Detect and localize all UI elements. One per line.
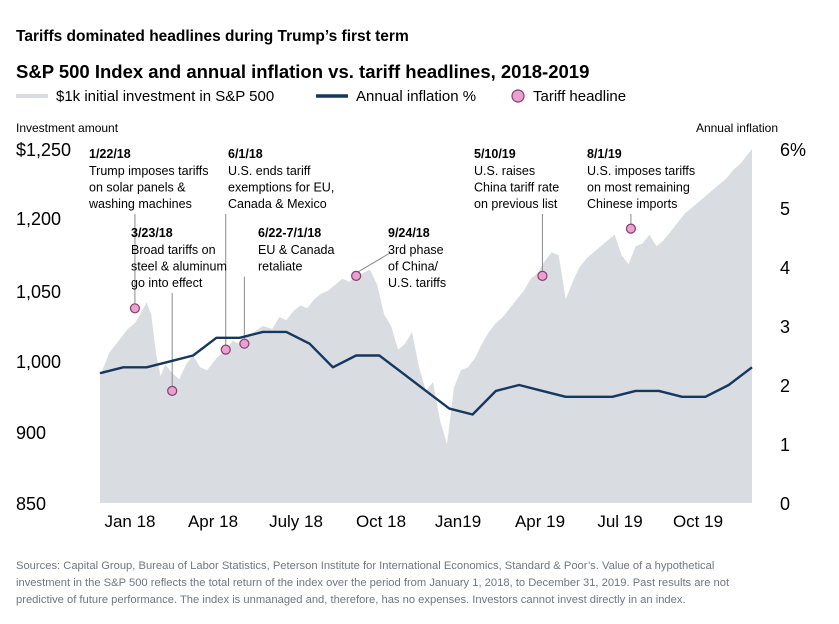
headline-text: 3rd phase — [388, 243, 444, 257]
tariff-headline-marker — [625, 223, 637, 234]
sp500-area — [100, 149, 752, 503]
tariff-headline-marker — [167, 385, 178, 396]
headline-text: steel & aluminum — [131, 260, 227, 274]
headline-date: 5/10/19 — [474, 147, 516, 161]
headline-text: retaliate — [258, 260, 303, 274]
headline-text: U.S. ends tariff — [228, 164, 311, 178]
headline-text: U.S. imposes tariffs — [587, 164, 695, 178]
headline-text: U.S. raises — [474, 164, 535, 178]
right-tick-label: 5 — [780, 199, 790, 219]
x-tick-label: Jan19 — [435, 512, 481, 531]
headline-text: go into effect — [131, 276, 203, 290]
headline-markers — [129, 223, 637, 396]
headline-text: on most remaining — [587, 181, 690, 195]
headline-text: U.S. tariffs — [388, 276, 446, 290]
right-tick-label: 1 — [780, 435, 790, 455]
headline-text: Trump imposes tariffs — [89, 164, 208, 178]
right-tick-label: 6% — [780, 140, 806, 160]
headline-callout-lines — [134, 214, 632, 386]
kicker-title: Tariffs dominated headlines during Trump… — [16, 28, 409, 45]
left-tick-label: 1,000 — [16, 352, 61, 372]
legend-swatch-tariff — [511, 89, 525, 103]
headline-annotations: 1/22/18 Trump imposes tariffs on solar pan… — [88, 147, 695, 290]
right-tick-label: 4 — [780, 258, 790, 278]
x-axis-ticks: Jan 18 Apr 18 July 18 Oct 18 Jan19 Apr 19 Jul … — [104, 512, 723, 531]
tariff-headline-marker — [537, 270, 548, 281]
right-tick-label: 3 — [780, 317, 790, 337]
footnote-line-1: Sources: Capital Group, Bureau of Labor … — [16, 560, 714, 572]
right-axis-label: Annual inflation — [696, 121, 778, 135]
headline-text: exemptions for EU, — [228, 181, 334, 195]
tariff-headline-marker — [129, 303, 141, 314]
right-axis-ticks: 6% 5 4 3 2 1 0 — [780, 140, 806, 514]
headline-date: 6/22-7/1/18 — [258, 226, 321, 240]
headline-date: 9/24/18 — [388, 226, 430, 240]
right-tick-label: 2 — [780, 376, 790, 396]
x-tick-label: Jan 18 — [104, 512, 155, 531]
legend: $1k initial investment in S&P 500 Annual… — [16, 88, 626, 105]
legend-label-sp500: $1k initial investment in S&P 500 — [56, 88, 274, 105]
left-tick-label: 1,050 — [16, 282, 61, 302]
footnote: Sources: Capital Group, Bureau of Labor … — [16, 560, 730, 606]
tariff-headline-marker — [351, 270, 362, 281]
tariff-headline-marker — [239, 338, 250, 349]
legend-label-tariff: Tariff headline — [533, 88, 626, 105]
headline-text: China tariff rate — [474, 181, 559, 195]
left-tick-label: 900 — [16, 423, 46, 443]
headline-text: Broad tariffs on — [131, 243, 216, 257]
right-tick-label: 0 — [780, 494, 790, 514]
headline-callout-line — [357, 252, 391, 273]
x-tick-label: Apr 18 — [188, 512, 238, 531]
legend-label-inflation: Annual inflation % — [356, 88, 476, 105]
left-tick-label: 1,200 — [16, 209, 61, 229]
footnote-line-2: investment in the S&P 500 reflects the t… — [16, 577, 730, 589]
headline-text: Chinese imports — [587, 197, 677, 211]
left-axis-ticks: $1,250 1,200 1,050 1,000 900 850 — [16, 140, 71, 514]
headline-text: EU & Canada — [258, 243, 334, 257]
headline-date: 3/23/18 — [131, 226, 173, 240]
x-tick-label: Oct 19 — [673, 512, 723, 531]
headline-date: 6/1/18 — [228, 147, 263, 161]
x-tick-label: Jul 19 — [597, 512, 642, 531]
headline-date: 1/22/18 — [89, 147, 131, 161]
headline-text: Canada & Mexico — [228, 197, 327, 211]
headline-date: 8/1/19 — [587, 147, 622, 161]
headline-text: of China/ — [388, 260, 439, 274]
headline-text: on previous list — [474, 197, 558, 211]
headline-text: washing machines — [88, 197, 192, 211]
x-tick-label: July 18 — [269, 512, 323, 531]
x-tick-label: Oct 18 — [356, 512, 406, 531]
chart-title: S&P 500 Index and annual inflation vs. t… — [16, 61, 589, 82]
tariff-headline-marker — [220, 344, 231, 355]
left-tick-label: $1,250 — [16, 140, 71, 160]
left-axis-label: Investment amount — [16, 121, 119, 135]
left-tick-label: 850 — [16, 494, 46, 514]
headline-text: on solar panels & — [89, 181, 186, 195]
footnote-line-3: predictive of future performance. The in… — [16, 594, 686, 606]
x-tick-label: Apr 19 — [515, 512, 565, 531]
inflation-line — [99, 330, 753, 416]
